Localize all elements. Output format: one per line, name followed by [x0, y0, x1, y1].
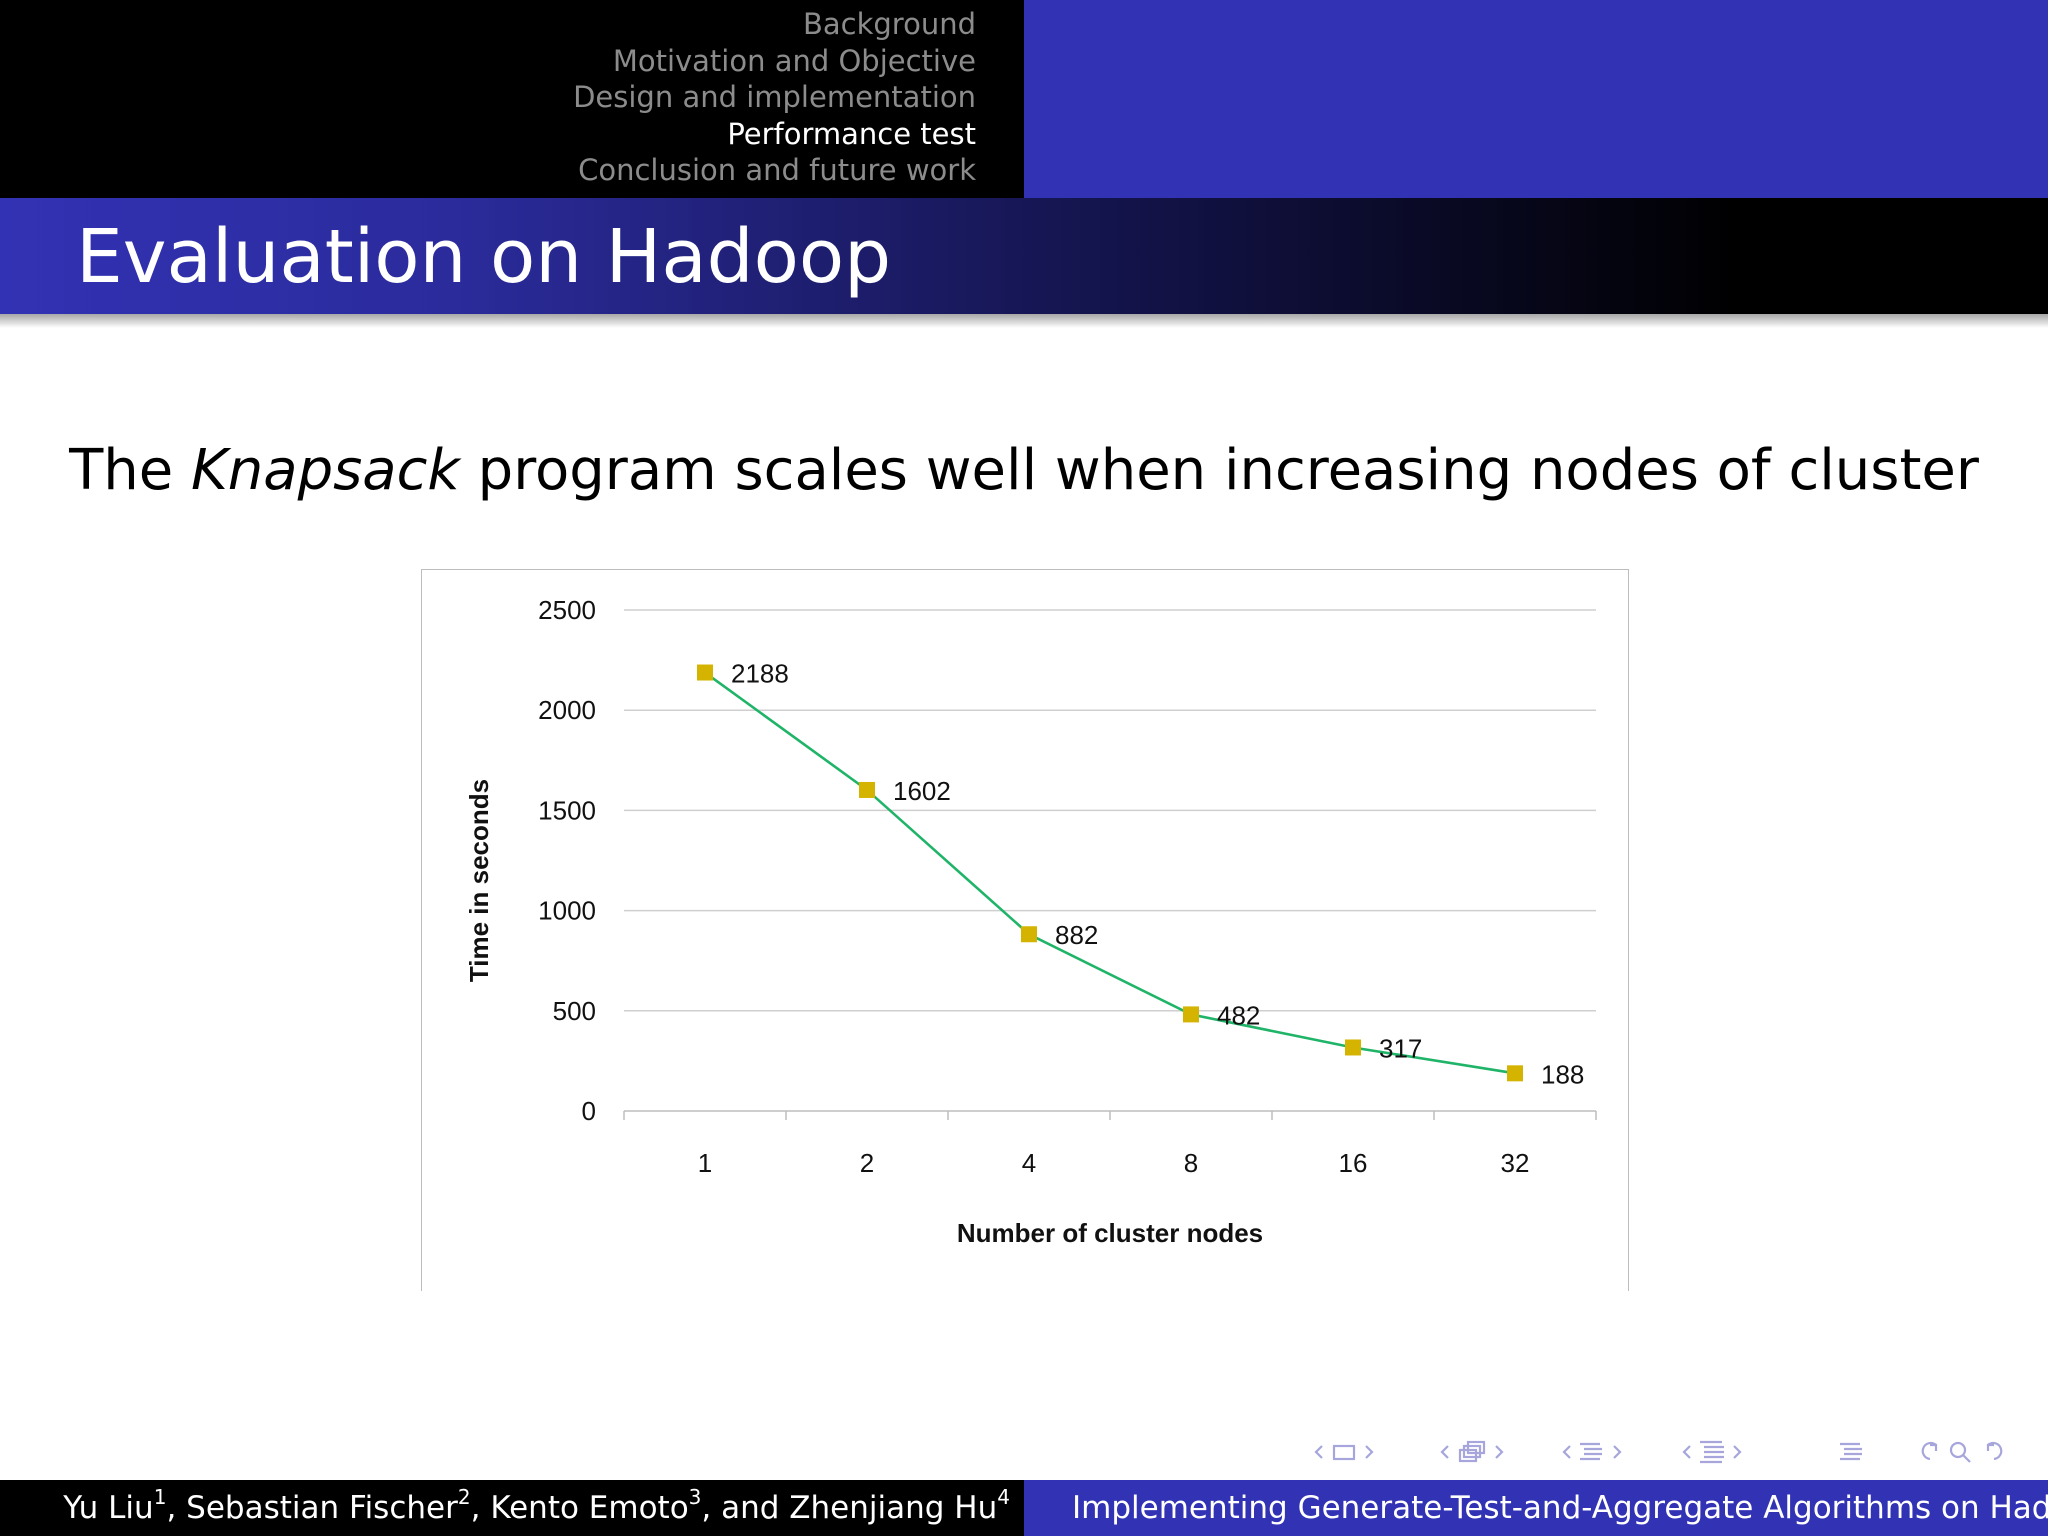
author-separator: , and: [701, 1490, 790, 1526]
author-affiliation: 4: [997, 1485, 1010, 1509]
author-name: Zhenjiang Hu: [789, 1490, 998, 1526]
author-name: Yu Liu: [63, 1490, 154, 1526]
footer-author-box: Yu Liu1, Sebastian Fischer2, Kento Emoto…: [0, 1480, 1024, 1536]
y-tick-label: 2500: [538, 595, 596, 625]
frame-title: Evaluation on Hadoop: [76, 214, 892, 300]
author-name: Sebastian Fischer: [186, 1490, 458, 1526]
slide-icon[interactable]: [1700, 1440, 1724, 1464]
y-tick-label: 1500: [538, 795, 596, 825]
data-label: 482: [1217, 1000, 1260, 1030]
data-label: 2188: [731, 659, 789, 689]
title-shadow: [0, 314, 2048, 328]
x-tick-label: 8: [1184, 1148, 1198, 1178]
data-point: [1345, 1039, 1361, 1056]
header-subsection-area: [1024, 0, 2048, 198]
body-sentence: The Knapsack program scales well when in…: [0, 436, 2048, 506]
data-point: [1021, 926, 1037, 943]
data-label: 1602: [893, 776, 951, 806]
x-tick-label: 4: [1022, 1148, 1036, 1178]
data-point: [1183, 1006, 1199, 1023]
x-tick-label: 1: [698, 1148, 712, 1178]
footer-authors: Yu Liu1, Sebastian Fischer2, Kento Emoto…: [63, 1485, 1010, 1528]
header-navigation: Background Motivation and Objective Desi…: [0, 0, 1024, 198]
footer-title-box: Implementing Generate-Test-and-Aggregate…: [1024, 1480, 2048, 1536]
y-tick-label: 2000: [538, 695, 596, 725]
sentence-part-before: The: [69, 438, 192, 503]
sentence-part-after: program scales well when increasing node…: [459, 438, 1979, 503]
x-tick-label: 32: [1501, 1148, 1530, 1178]
data-point: [859, 781, 875, 798]
author-separator: ,: [166, 1490, 187, 1526]
outline-icon[interactable]: [1840, 1442, 1862, 1461]
frame-icon[interactable]: [1332, 1444, 1356, 1461]
data-label: 188: [1541, 1059, 1584, 1089]
frame-next-icon[interactable]: [1365, 1445, 1374, 1459]
y-tick-label: 500: [553, 996, 596, 1026]
data-label: 317: [1379, 1033, 1422, 1063]
author-name: Kento Emoto: [490, 1490, 689, 1526]
section-navigation: Background Motivation and Objective Desi…: [573, 6, 976, 189]
search-icon[interactable]: [1949, 1441, 1971, 1463]
beamer-navigation-symbols: [1314, 1440, 2003, 1464]
section-next-icon[interactable]: [1613, 1445, 1622, 1459]
section-icon[interactable]: [1580, 1442, 1602, 1461]
subsection-icon[interactable]: [1458, 1440, 1486, 1463]
x-tick-label: 16: [1339, 1148, 1368, 1178]
y-axis-label: Time in seconds: [464, 779, 494, 982]
nav-section-conclusion[interactable]: Conclusion and future work: [578, 153, 976, 187]
nav-section-design[interactable]: Design and implementation: [573, 80, 976, 114]
section-prev-icon[interactable]: [1562, 1445, 1571, 1459]
author-affiliation: 1: [153, 1485, 167, 1509]
nav-section-motivation[interactable]: Motivation and Objective: [612, 43, 976, 78]
y-tick-label: 0: [582, 1096, 596, 1126]
subsection-prev-icon[interactable]: [1440, 1445, 1449, 1459]
subsection-next-icon[interactable]: [1495, 1445, 1504, 1459]
footer-talk-title: Implementing Generate-Test-and-Aggregate…: [1072, 1490, 2048, 1526]
x-tick-label: 2: [860, 1148, 874, 1178]
slide-prev-icon[interactable]: [1682, 1445, 1691, 1459]
y-tick-label: 1000: [538, 896, 596, 926]
series-line: [704, 671, 1516, 1075]
data-point: [697, 664, 713, 681]
forward-icon[interactable]: [1986, 1442, 2003, 1461]
data-point: [1507, 1065, 1523, 1082]
author-affiliation: 2: [457, 1485, 471, 1509]
x-axis-label: Number of cluster nodes: [957, 1218, 1263, 1248]
frame-prev-icon[interactable]: [1314, 1445, 1323, 1459]
author-affiliation: 3: [688, 1485, 702, 1509]
chart-frame: 0 500 1000 1500 2000 2500 1 2 4 8 16 32 Number of cl…: [421, 569, 1629, 1291]
slide-next-icon[interactable]: [1733, 1445, 1742, 1459]
nav-section-performance[interactable]: Performance test: [727, 116, 976, 151]
line-chart: 0 500 1000 1500 2000 2500 1 2 4 8 16 32 Number of cl…: [464, 595, 1597, 1248]
nav-section-background[interactable]: Background: [802, 7, 976, 41]
sentence-emphasis: Knapsack: [191, 438, 460, 503]
author-separator: ,: [470, 1490, 491, 1526]
back-icon[interactable]: [1921, 1442, 1938, 1461]
data-label: 882: [1055, 920, 1098, 950]
frame-title-bar: [0, 198, 2048, 314]
